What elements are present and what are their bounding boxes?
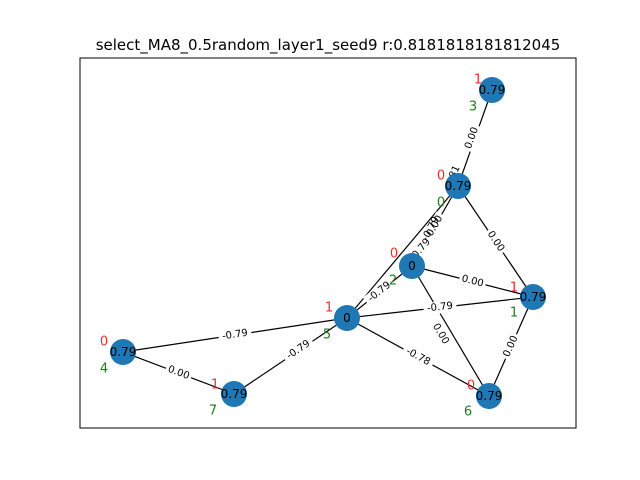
node-green-annotation: 3	[469, 100, 477, 115]
graph-node-n4: 0.791 1	[510, 281, 547, 321]
node-green-annotation: 1	[510, 306, 518, 321]
node-circle	[221, 381, 247, 407]
graph-node-n6: 0.791 7	[209, 378, 248, 419]
edge-label-background	[362, 277, 397, 307]
node-red-annotation: 0	[467, 379, 475, 394]
edge-label-n3-n5: -0.79	[217, 326, 253, 344]
node-circle	[110, 339, 136, 365]
plot-frame	[79, 57, 577, 429]
edge-label-background	[281, 335, 316, 365]
node-red-annotation: 1	[510, 281, 518, 296]
graph-node-n7: 0.790 6	[464, 379, 503, 420]
node-circle	[334, 305, 360, 331]
node-circle	[476, 383, 502, 409]
node-circle	[479, 77, 505, 103]
edge-label-n2-n4: 0.00	[458, 272, 487, 291]
node-red-annotation: 1	[325, 301, 333, 316]
graph-node-n1: 0.790 0	[437, 169, 472, 211]
edge-label-text: -0.79	[221, 328, 248, 343]
node-value-label: 0.79	[479, 83, 506, 97]
edge-label-background	[483, 227, 508, 256]
edge-label-background	[428, 319, 453, 349]
node-value-label: 0.79	[110, 345, 137, 359]
node-green-annotation: 7	[209, 404, 217, 419]
edge-label-background	[458, 272, 487, 291]
edge-n2-n7	[411, 265, 490, 397]
node-circle	[399, 253, 425, 279]
graph-node-n3: 01 5	[323, 301, 360, 343]
node-value-label: 0	[408, 259, 416, 273]
edge-label-background	[217, 326, 253, 344]
edge-label-background	[500, 331, 522, 362]
node-green-annotation: 2	[389, 274, 397, 289]
graph-node-n5: 0.790 4	[100, 335, 137, 377]
node-value-label: 0.79	[476, 389, 503, 403]
edge-label-n3-n4: -0.79	[422, 299, 458, 316]
edge-label-background	[461, 123, 483, 153]
node-red-annotation: 0	[100, 335, 108, 350]
node-green-annotation: 5	[323, 328, 331, 343]
graph-node-n0: 0.791 3	[469, 73, 506, 115]
edge-label-background	[163, 362, 194, 384]
node-green-annotation: 6	[464, 405, 472, 420]
node-value-label: 0.79	[221, 387, 248, 401]
nodes-layer: 0.79130.79000020150.79110.79040.79170.79…	[100, 73, 547, 420]
chart-title: select_MA8_0.5random_layer1_seed9 r:0.81…	[96, 36, 561, 55]
graph-node-n2: 002	[389, 247, 425, 289]
node-value-label: 0.79	[445, 179, 472, 193]
edge-label-text: -0.79	[427, 301, 454, 315]
edge-label-text: 0.00	[460, 273, 484, 289]
node-value-label: 0	[343, 311, 351, 325]
node-green-annotation: 0	[437, 196, 445, 211]
node-red-annotation: 1	[474, 73, 482, 88]
node-red-annotation: 1	[211, 378, 219, 393]
node-green-annotation: 4	[100, 362, 108, 377]
node-value-label: 0.79	[520, 290, 547, 304]
node-red-annotation: 0	[390, 247, 398, 262]
edge-label-background	[423, 211, 447, 241]
node-circle	[520, 284, 546, 310]
node-circle	[445, 173, 471, 199]
edge-label-background	[400, 343, 436, 371]
node-red-annotation: 0	[437, 169, 445, 184]
edge-label-background	[422, 299, 458, 316]
